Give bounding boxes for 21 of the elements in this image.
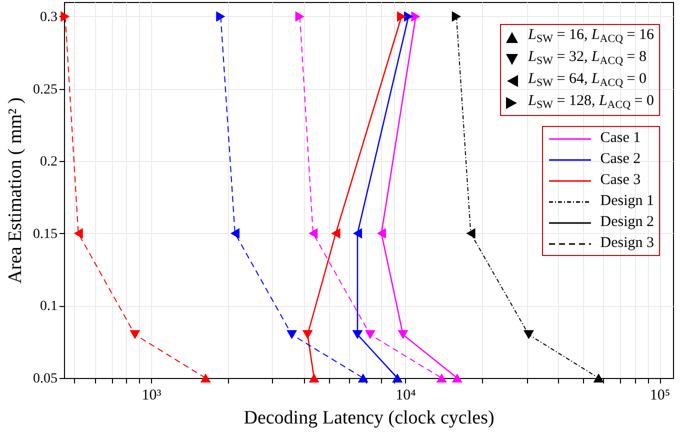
y-tick-label: 0.05 (33, 372, 58, 386)
x-tick-label: 10³ (142, 388, 162, 404)
legend-label: L$_{SW}$ = 64, L$_{ACQ}$ = 0 (528, 70, 646, 91)
x-tick-label: 10⁴ (396, 388, 416, 404)
legend-label: L$_{SW}$ = 16, L$_{ACQ}$ = 16 (528, 26, 654, 47)
legend-label: Design 3 (600, 234, 654, 253)
y-tick-label: 0.15 (33, 226, 58, 242)
legend-label: Case 2 (600, 150, 641, 169)
legend-label: Design 2 (600, 213, 654, 232)
y-tick-label: 0.2 (40, 154, 58, 170)
legend-label: Case 1 (600, 129, 641, 148)
y-axis-title: Area Estimation ( mm² ) (5, 97, 26, 284)
y-tick-label: 0.25 (33, 82, 58, 98)
legend-label: Design 1 (600, 192, 654, 211)
x-axis-title: Decoding Latency (clock cycles) (244, 408, 494, 428)
legend-label: Case 3 (600, 171, 641, 190)
legend-label: L$_{SW}$ = 128, L$_{ACQ}$ = 0 (528, 92, 654, 113)
legend-label: L$_{SW}$ = 32, L$_{ACQ}$ = 8 (528, 48, 646, 69)
x-tick-label: 10⁵ (650, 388, 670, 404)
y-tick-label: 0.1 (40, 299, 58, 314)
y-tick-label: 0.3 (40, 10, 58, 25)
